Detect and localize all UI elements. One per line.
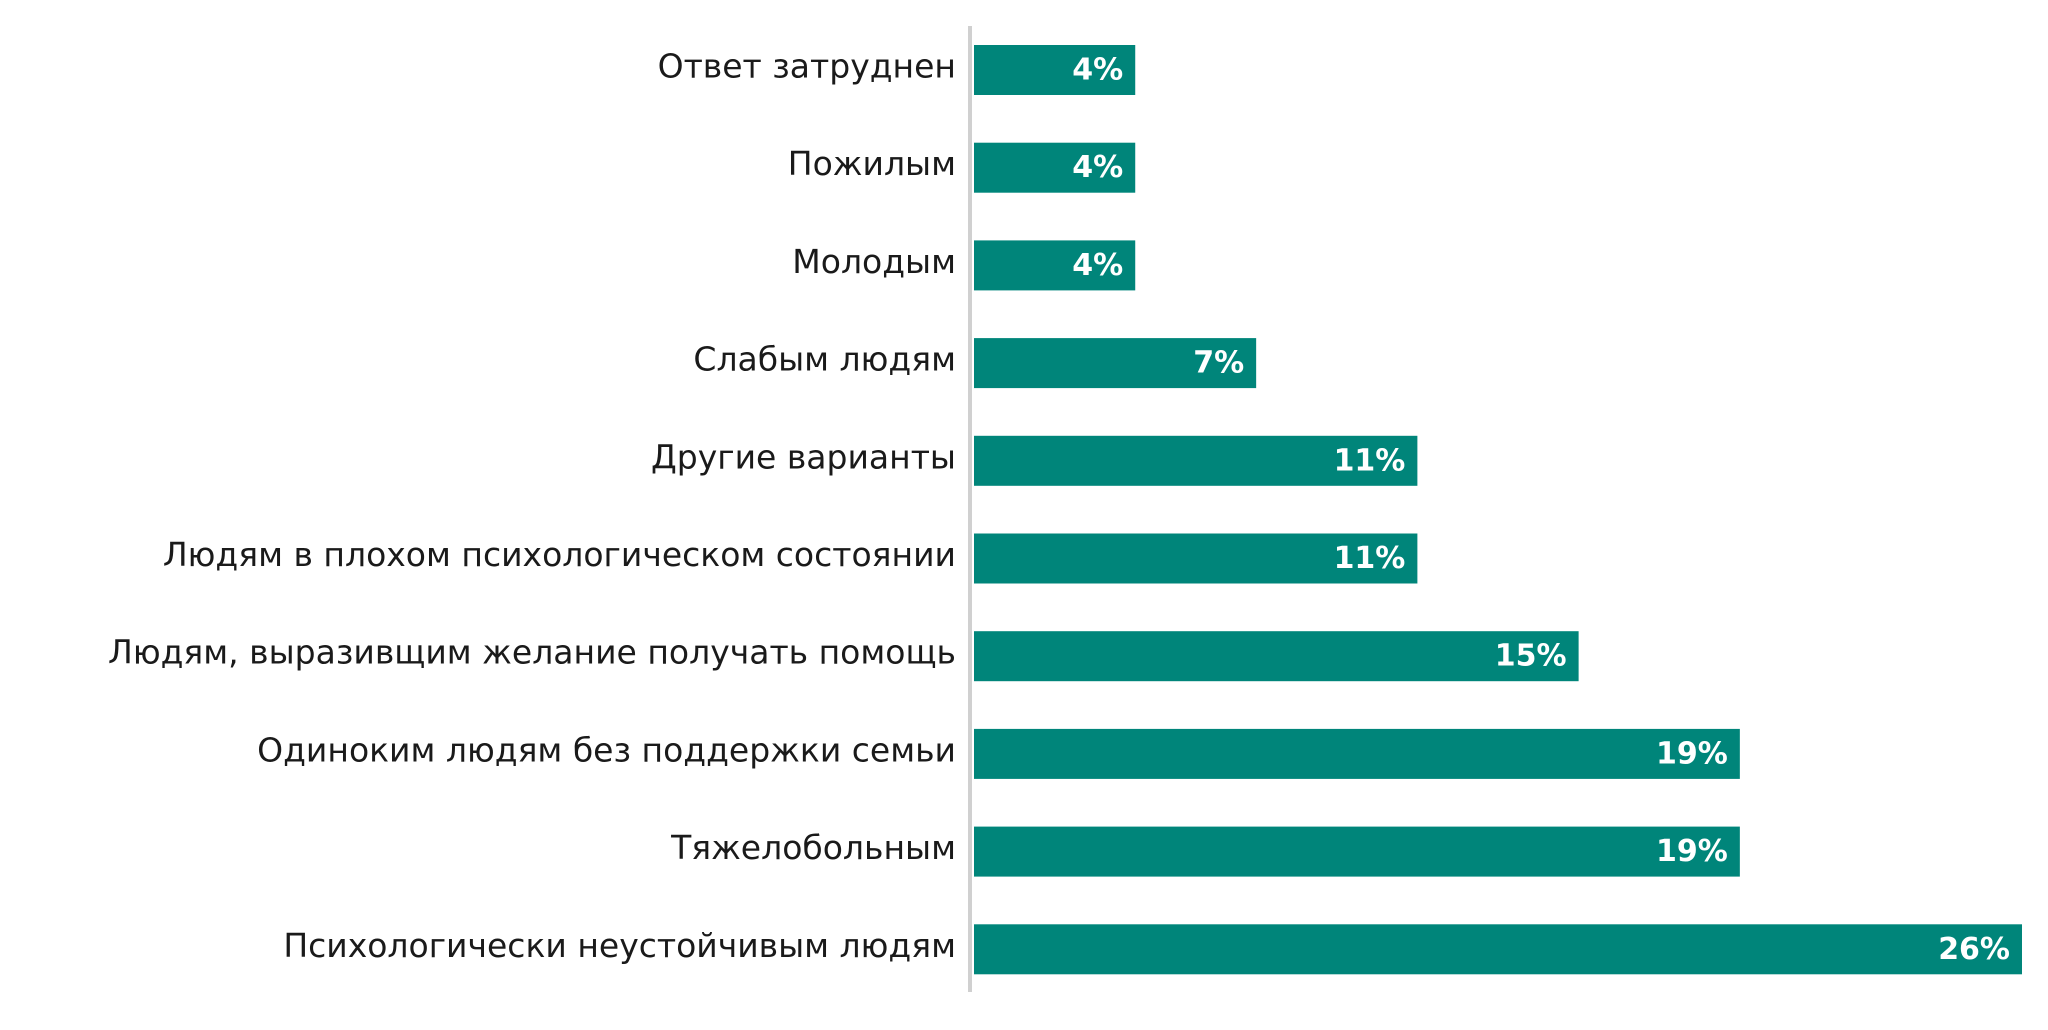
bar bbox=[974, 631, 1579, 682]
category-label: Пожилым bbox=[788, 144, 956, 183]
category-label: Ответ затруднен bbox=[658, 47, 956, 86]
value-label: 15% bbox=[1495, 639, 1567, 674]
category-label: Другие варианты bbox=[651, 437, 956, 476]
bar-group: Психологически неустойчивым людям 26% bbox=[283, 924, 2022, 975]
bar bbox=[974, 533, 1418, 584]
category-label: Психологически неустойчивым людям bbox=[283, 926, 956, 965]
value-label: 19% bbox=[1656, 834, 1728, 869]
category-label: Одиноким людям без поддержки семьи bbox=[257, 730, 956, 769]
bar-group: Пожилым 4% bbox=[788, 142, 1136, 193]
value-label: 11% bbox=[1334, 541, 1406, 576]
bar-group: Другие варианты 11% bbox=[651, 435, 1418, 486]
bar-group: Одиноким людям без поддержки семьи 19% bbox=[257, 728, 1740, 779]
bar-group: Молодым 4% bbox=[792, 240, 1136, 291]
category-label: Людям в плохом психологическом состоянии bbox=[163, 535, 956, 574]
category-label: Молодым bbox=[792, 242, 956, 281]
bar-group: Людям, выразивщим желание получать помощ… bbox=[108, 631, 1579, 682]
category-label: Слабым людям bbox=[693, 340, 956, 379]
value-label: 11% bbox=[1334, 443, 1406, 478]
bar-group: Слабым людям 7% bbox=[693, 338, 1257, 389]
bars-layer: Ответ затруднен 4% Пожилым 4% Молодым 4% Слабы… bbox=[108, 45, 2022, 975]
value-label: 19% bbox=[1656, 736, 1728, 771]
bar bbox=[974, 240, 1136, 291]
value-label: 26% bbox=[1938, 932, 2010, 967]
bar-group: Людям в плохом психологическом состоянии… bbox=[163, 533, 1418, 584]
bar bbox=[974, 826, 1740, 877]
value-label: 7% bbox=[1193, 346, 1244, 381]
value-label: 4% bbox=[1072, 248, 1123, 283]
value-label: 4% bbox=[1072, 53, 1123, 88]
bar bbox=[974, 924, 2022, 975]
category-label: Людям, выразивщим желание получать помощ… bbox=[108, 633, 956, 672]
bar bbox=[974, 728, 1740, 779]
category-label: Тяжелобольным bbox=[670, 828, 956, 867]
bar bbox=[974, 142, 1136, 193]
bar-group: Ответ затруднен 4% bbox=[658, 45, 1136, 95]
bar bbox=[974, 435, 1418, 486]
bar bbox=[974, 338, 1257, 389]
bar bbox=[974, 45, 1136, 95]
bar-group: Тяжелобольным 19% bbox=[670, 826, 1740, 877]
value-label: 4% bbox=[1072, 150, 1123, 185]
